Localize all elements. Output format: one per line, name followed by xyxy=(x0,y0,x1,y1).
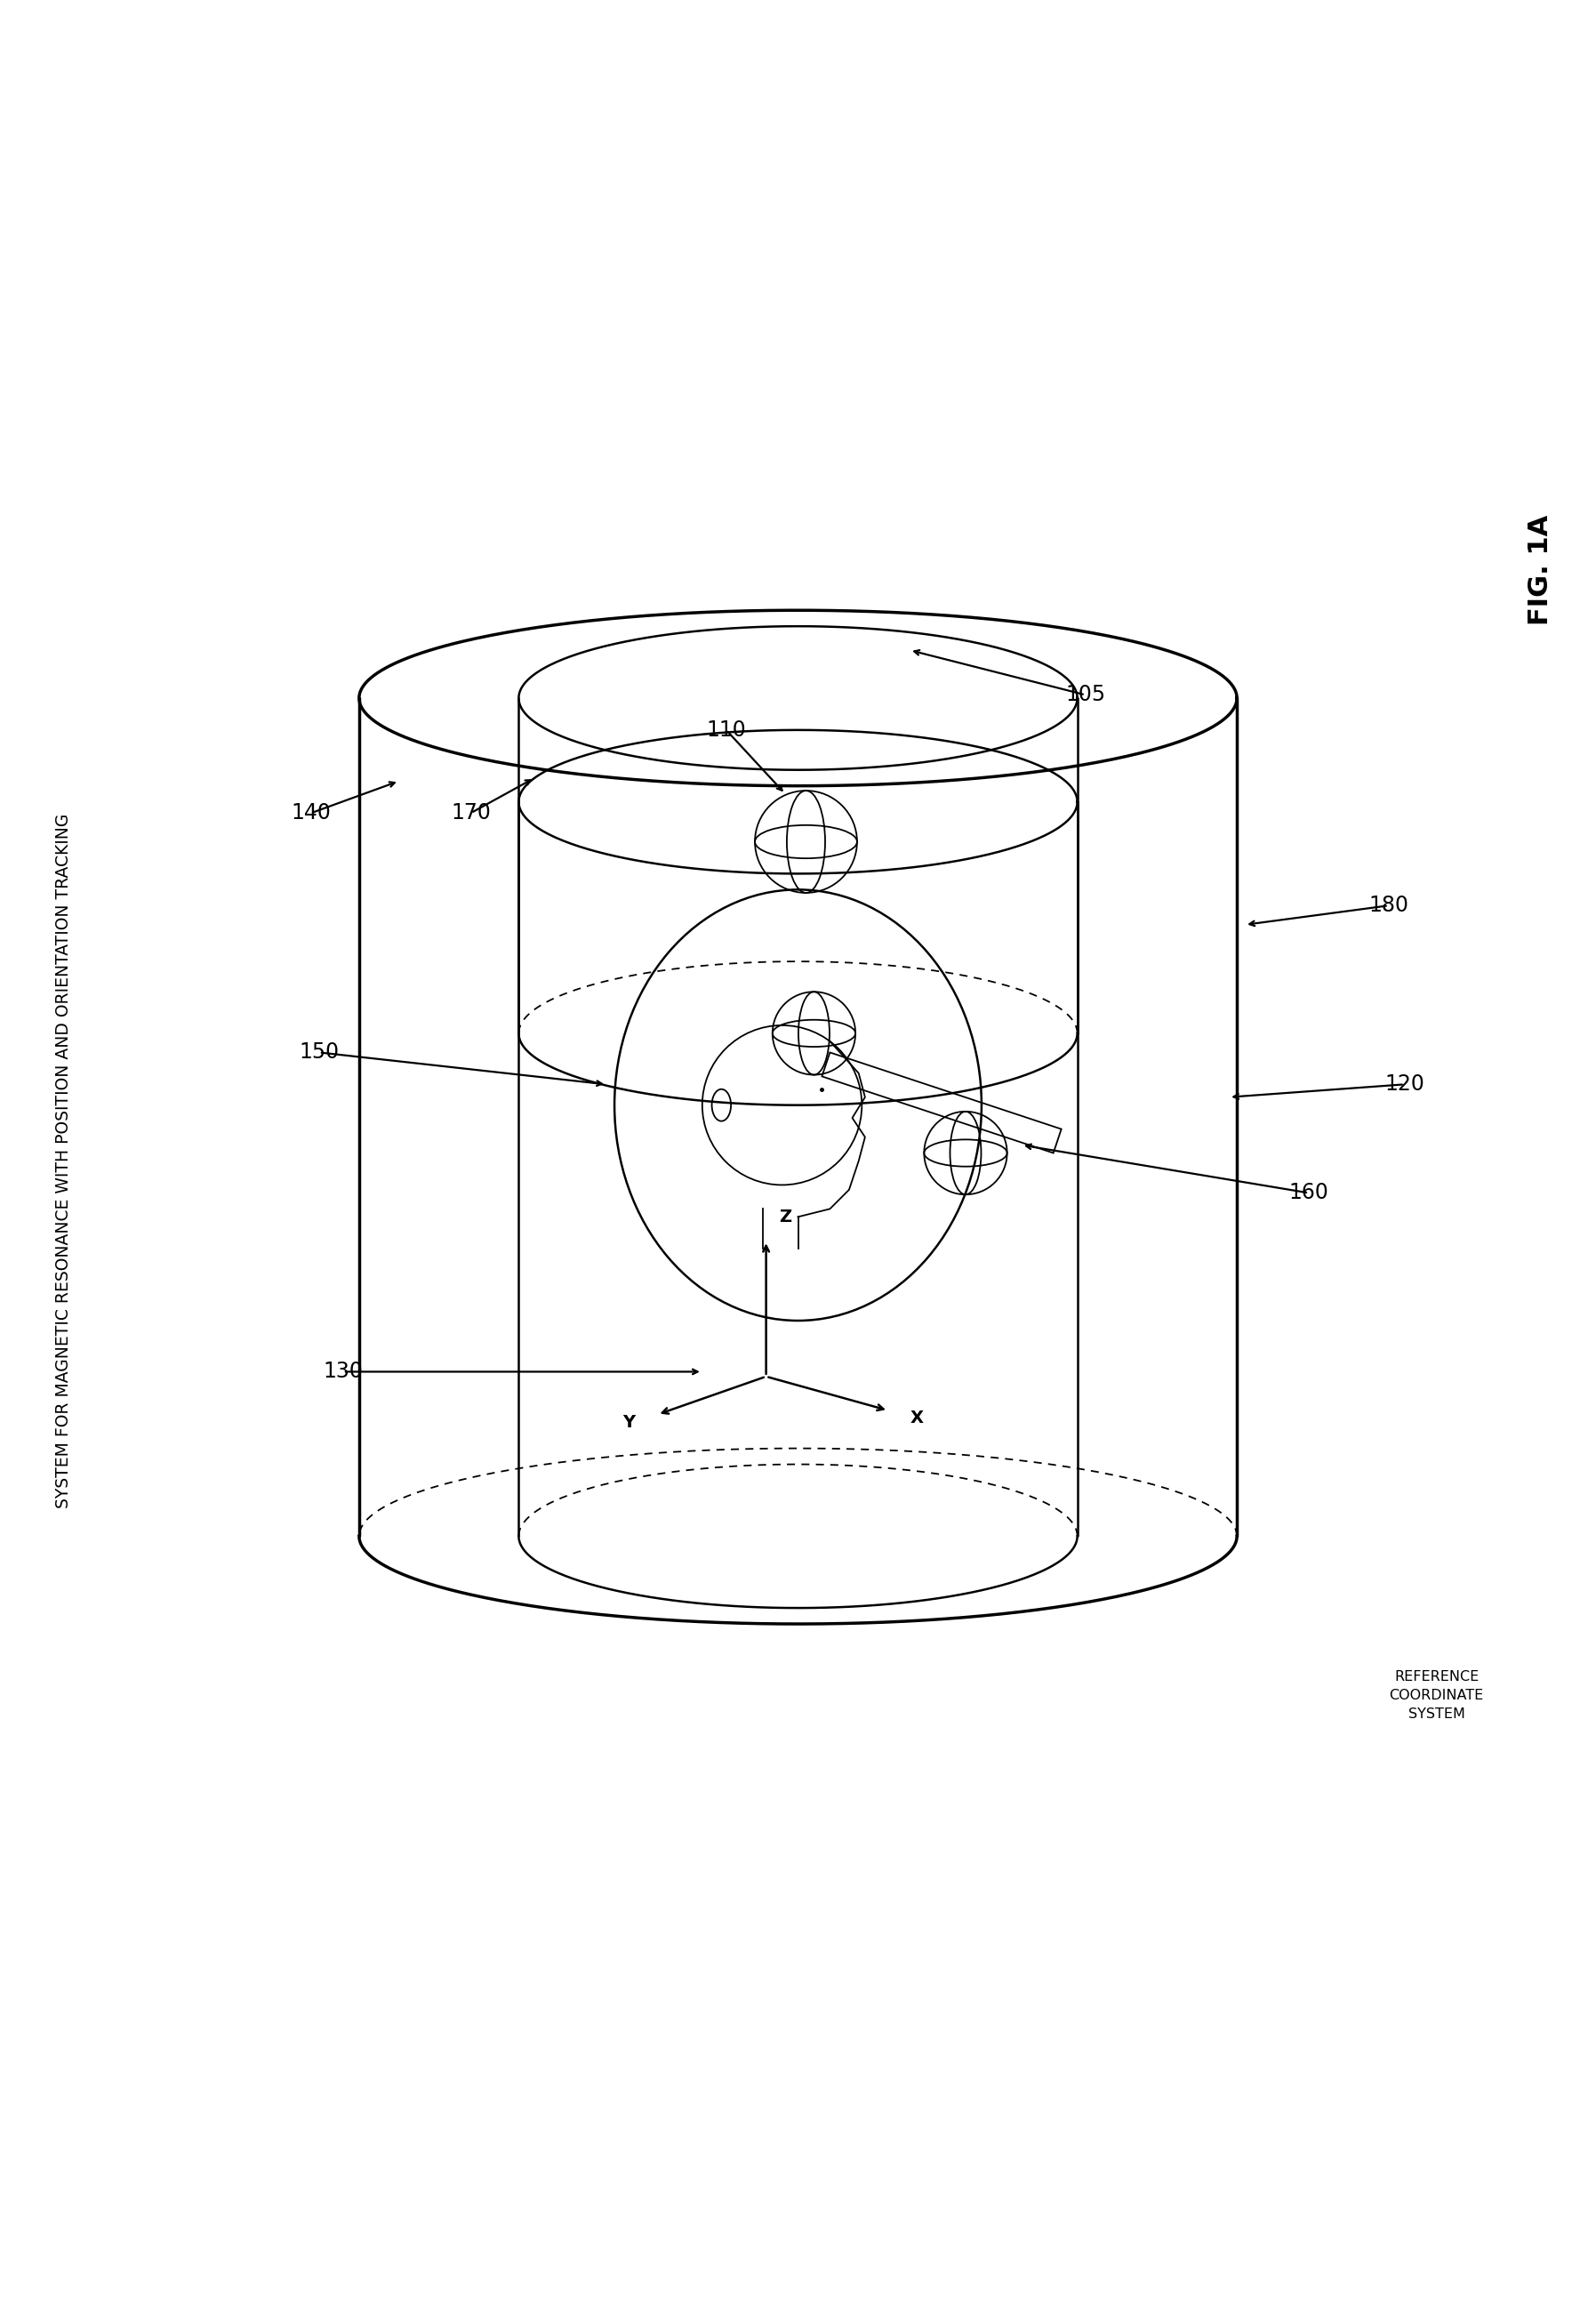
Text: 120: 120 xyxy=(1384,1073,1424,1096)
Text: 180: 180 xyxy=(1368,894,1409,917)
Text: X: X xyxy=(910,1409,924,1426)
Text: 110: 110 xyxy=(707,720,745,741)
Text: 150: 150 xyxy=(298,1043,340,1063)
Text: Y: Y xyxy=(622,1414,635,1430)
Text: SYSTEM FOR MAGNETIC RESONANCE WITH POSITION AND ORIENTATION TRACKING: SYSTEM FOR MAGNETIC RESONANCE WITH POSIT… xyxy=(56,813,72,1509)
Text: FIG. 1A: FIG. 1A xyxy=(1527,515,1553,625)
Text: 105: 105 xyxy=(1065,685,1106,706)
Text: REFERENCE
COORDINATE
SYSTEM: REFERENCE COORDINATE SYSTEM xyxy=(1389,1670,1484,1721)
Text: 140: 140 xyxy=(292,803,332,824)
Text: 160: 160 xyxy=(1290,1182,1328,1203)
Text: 130: 130 xyxy=(322,1361,364,1382)
Text: 170: 170 xyxy=(450,803,492,824)
Text: Z: Z xyxy=(779,1207,792,1226)
